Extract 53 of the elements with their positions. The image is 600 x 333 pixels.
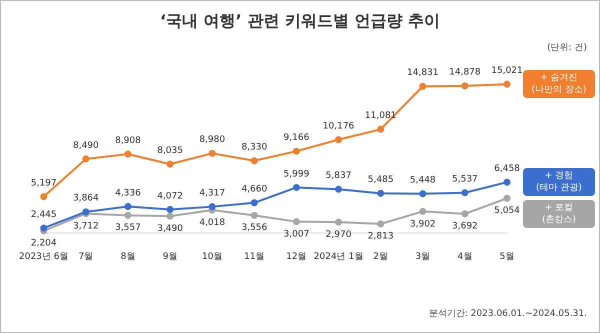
- data-label: 4,660: [241, 184, 268, 195]
- data-label: 6,458: [494, 164, 520, 174]
- x-tick-label: 2월: [373, 252, 388, 262]
- data-label: 4,336: [115, 188, 142, 198]
- data-label: 4,018: [199, 218, 226, 228]
- chart-title: ‘국내 여행’ 관련 키워드별 언급량 추이: [158, 11, 441, 32]
- x-tick-label: 2024년 1월: [314, 252, 364, 262]
- data-label: 3,007: [284, 230, 310, 240]
- data-label: 10,176: [322, 121, 355, 132]
- data-label: 8,490: [72, 140, 100, 151]
- data-label: 3,902: [410, 219, 436, 230]
- x-tick-label: 9월: [162, 252, 178, 262]
- text: + 로컬 (촌캉스): [523, 200, 595, 228]
- data-label: 3,712: [72, 221, 99, 232]
- data-label: 5,197: [30, 178, 57, 188]
- data-label: 5,054: [494, 206, 520, 216]
- data-label: 3,692: [452, 222, 478, 232]
- data-label: 8,035: [157, 146, 183, 156]
- x-tick-label: 10월: [202, 252, 222, 262]
- x-tick-label: 11월: [244, 252, 265, 262]
- data-label: 5,448: [410, 176, 436, 186]
- data-label: 5,537: [452, 174, 478, 185]
- data-label: 3,557: [115, 223, 141, 234]
- data-label: 3,490: [157, 224, 184, 234]
- data-label: 4,072: [157, 191, 183, 202]
- text: (단위: 건): [547, 42, 587, 54]
- data-label: 4,317: [199, 188, 226, 199]
- text: + 경험 (테마 관광): [523, 168, 595, 196]
- data-label: 8,908: [115, 136, 142, 146]
- x-tick-label: 12월: [286, 252, 307, 262]
- data-label: 3,864: [72, 194, 100, 204]
- data-label: 14,878: [449, 68, 481, 78]
- data-label: 5,837: [326, 171, 352, 182]
- data-label: 2,970: [326, 230, 352, 240]
- data-label: 2,204: [30, 238, 57, 249]
- x-tick-label: 7월: [78, 252, 94, 262]
- data-label: 9,166: [284, 133, 310, 144]
- x-tick-label: 4월: [458, 252, 472, 262]
- data-label: 8,980: [199, 135, 226, 146]
- data-label: 2,445: [30, 210, 57, 220]
- data-label: 14,831: [407, 68, 439, 78]
- data-label: 2,813: [368, 232, 394, 242]
- x-tick-label: 2023년 6월: [18, 252, 68, 262]
- text: + 숨겨진 (나만의 장소): [523, 70, 595, 98]
- data-label: 8,330: [241, 142, 268, 153]
- x-tick-label: 8월: [120, 252, 136, 262]
- x-tick-label: 5월: [500, 252, 514, 262]
- text: 분석기간: 2023.06.01.~2024.05.31.: [428, 308, 587, 320]
- data-label: 15,021: [491, 66, 523, 76]
- data-label: 5,485: [368, 175, 394, 186]
- x-tick-label: 3월: [415, 252, 430, 262]
- data-label: 5,999: [284, 169, 310, 180]
- data-label: 3,556: [241, 223, 268, 234]
